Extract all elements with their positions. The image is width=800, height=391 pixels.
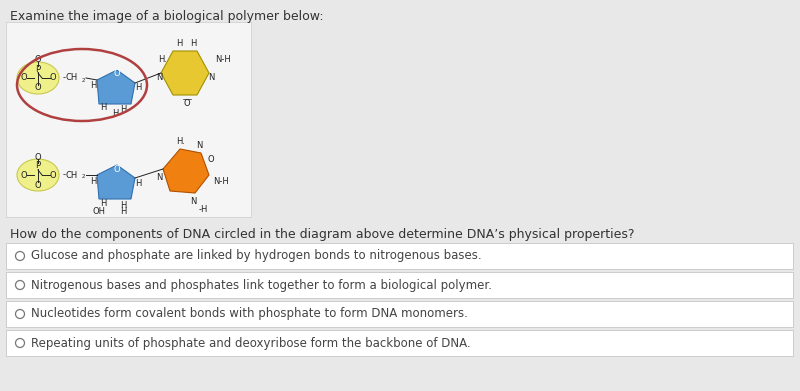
Text: -H: -H (198, 204, 208, 213)
Text: O: O (34, 152, 42, 161)
Text: N: N (208, 74, 214, 83)
Text: N: N (196, 140, 202, 149)
Polygon shape (161, 51, 209, 95)
Text: H: H (100, 104, 106, 113)
Text: O: O (21, 170, 27, 179)
Text: H: H (135, 84, 141, 93)
FancyBboxPatch shape (6, 330, 793, 356)
FancyBboxPatch shape (6, 22, 251, 217)
Text: N: N (190, 197, 196, 206)
Text: CH: CH (66, 74, 78, 83)
Text: H: H (120, 206, 126, 215)
Text: OH: OH (93, 206, 106, 215)
Text: N: N (156, 174, 162, 183)
Text: H: H (90, 81, 96, 90)
Text: O: O (34, 84, 42, 93)
FancyBboxPatch shape (6, 243, 793, 269)
Text: 2: 2 (82, 174, 85, 179)
Polygon shape (97, 70, 135, 104)
Text: P: P (35, 65, 41, 74)
Text: H: H (120, 201, 126, 210)
Ellipse shape (17, 159, 59, 191)
Text: N: N (156, 74, 162, 83)
Text: H: H (190, 38, 196, 47)
Text: How do the components of DNA circled in the diagram above determine DNA’s physic: How do the components of DNA circled in … (10, 228, 634, 241)
Text: H: H (176, 38, 182, 47)
Text: O: O (34, 56, 42, 65)
Text: O: O (114, 165, 120, 174)
Text: H: H (112, 109, 118, 118)
Text: H: H (90, 176, 96, 185)
Text: Repeating units of phosphate and deoxyribose form the backbone of DNA.: Repeating units of phosphate and deoxyri… (31, 337, 470, 350)
Text: Nitrogenous bases and phosphates link together to form a biological polymer.: Nitrogenous bases and phosphates link to… (31, 278, 492, 292)
Text: P: P (35, 161, 41, 170)
Ellipse shape (17, 62, 59, 94)
Text: O: O (34, 181, 42, 190)
Polygon shape (163, 149, 209, 193)
Polygon shape (97, 165, 135, 199)
FancyBboxPatch shape (6, 301, 793, 327)
Text: H: H (120, 106, 126, 115)
Text: H.: H. (177, 136, 186, 145)
Text: CH: CH (66, 170, 78, 179)
Text: Nucleotides form covalent bonds with phosphate to form DNA monomers.: Nucleotides form covalent bonds with pho… (31, 307, 468, 321)
Text: 2: 2 (82, 77, 85, 83)
Text: H: H (135, 179, 141, 188)
Text: O: O (50, 74, 56, 83)
FancyBboxPatch shape (6, 272, 793, 298)
Text: H.: H. (158, 54, 167, 63)
Text: O: O (208, 154, 214, 163)
Text: -: - (62, 170, 66, 179)
Text: O: O (50, 170, 56, 179)
Text: -: - (62, 74, 66, 83)
Text: O: O (184, 99, 190, 108)
Text: Examine the image of a biological polymer below:: Examine the image of a biological polyme… (10, 10, 324, 23)
Text: Glucose and phosphate are linked by hydrogen bonds to nitrogenous bases.: Glucose and phosphate are linked by hydr… (31, 249, 482, 262)
Text: N-H: N-H (215, 54, 230, 63)
Text: H: H (100, 199, 106, 208)
Text: O: O (114, 70, 120, 79)
Text: N-H: N-H (213, 176, 229, 185)
Text: O: O (21, 74, 27, 83)
